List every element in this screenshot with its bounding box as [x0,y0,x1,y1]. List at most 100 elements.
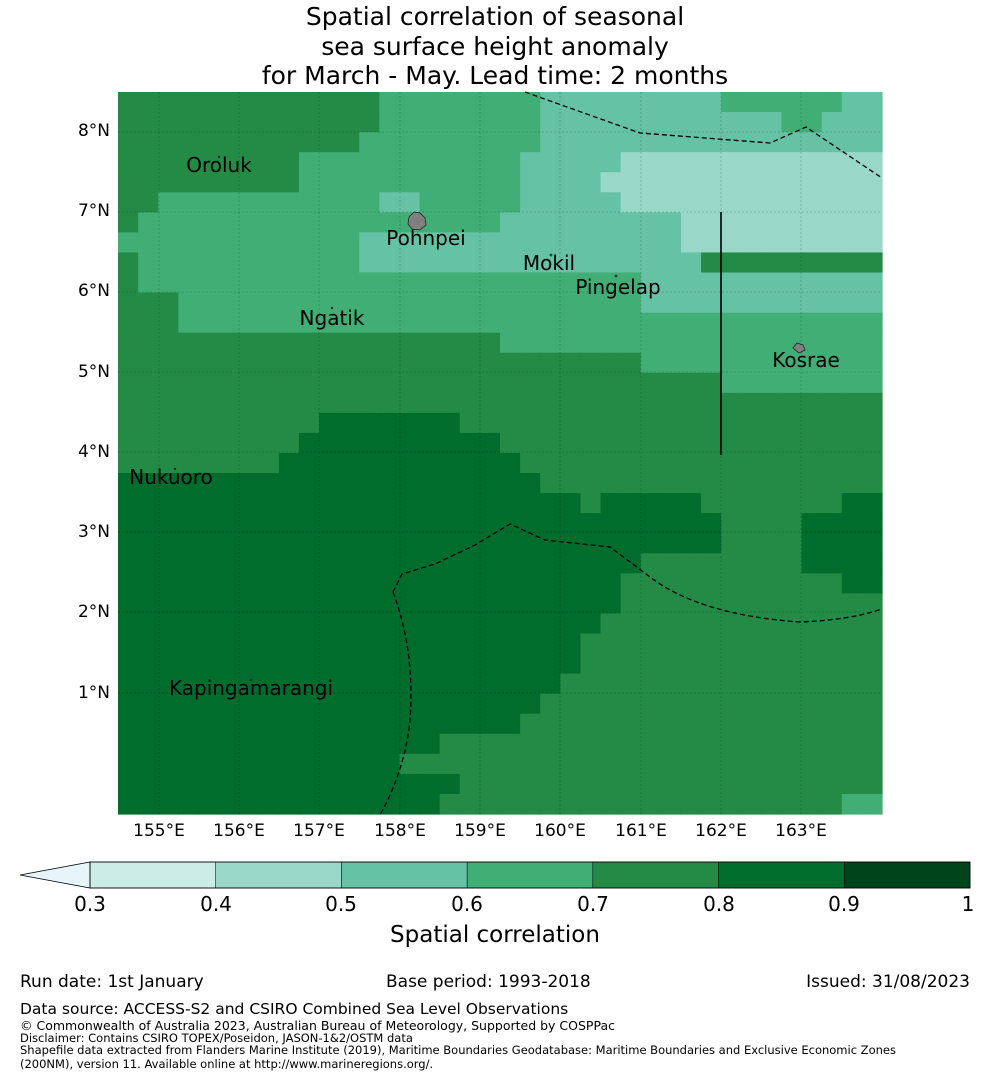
grid-cell [339,633,360,655]
grid-cell [741,513,762,534]
grid-cell [158,513,179,534]
grid-cell [821,633,843,655]
grid-cell [741,693,762,715]
grid-cell [238,132,260,153]
grid-cell [580,513,602,534]
grid-cell [479,493,501,514]
grid-cell [741,372,762,394]
grid-cell [701,312,722,334]
grid-cell [158,112,179,133]
grid-cell [138,573,159,594]
grid-cell [158,352,179,374]
grid-cell [218,673,240,695]
grid-cell [801,292,823,314]
grid-cell [821,453,843,474]
grid-cell [218,372,240,394]
grid-cell [680,553,702,574]
grid-cell [218,292,240,314]
grid-cell [701,292,722,314]
disclaimer: Disclaimer: Contains CSIRO TOPEX/Poseido… [20,1031,413,1045]
grid-cell [660,453,682,474]
grid-cell [540,392,561,414]
grid-cell [560,92,582,113]
grid-cell [701,733,722,755]
grid-cell [258,573,280,594]
grid-cell [178,553,200,574]
grid-cell [781,453,803,474]
grid-cell [158,633,179,655]
grid-cell [520,132,541,153]
grid-cell [379,252,401,274]
grid-cell [660,112,682,133]
grid-cell [238,453,260,474]
grid-cell [701,613,722,635]
grid-cell [741,793,762,815]
grid-cell [861,92,883,113]
colorbar-tick-2: 0.5 [325,892,357,916]
grid-cell [439,212,461,233]
grid-cell [459,573,481,594]
grid-cell [178,112,200,133]
grid-cell [660,152,682,173]
grid-cell [118,332,139,354]
grid-cell [218,773,240,795]
grid-cell [118,92,139,113]
colorbar-label: Spatial correlation [390,922,600,948]
grid-cell [258,412,280,434]
grid-cell [660,412,682,434]
place-label-pingelap: Pingelap [575,275,661,299]
grid-cell [278,513,300,534]
grid-cell [560,453,582,474]
grid-cell [861,372,883,394]
grid-cell [178,753,200,775]
grid-cell [761,132,783,153]
grid-cell [500,192,521,213]
grid-cell [560,132,582,153]
grid-cell [479,653,501,675]
grid-cell [761,753,783,775]
grid-cell [861,573,883,594]
grid-cell [861,513,883,534]
grid-cell [319,533,340,554]
grid-cell [841,493,863,514]
chart-title: Spatial correlation of seasonal sea surf… [0,2,990,91]
grid-cell [721,473,742,494]
grid-cell [278,212,300,233]
grid-cell [520,653,541,675]
grid-cell [379,593,401,615]
grid-cell [580,432,602,454]
grid-cell [680,733,702,755]
grid-cell [620,773,642,795]
grid-cell [600,653,622,675]
grid-cell [118,372,139,394]
grid-cell [459,372,481,394]
grid-cell [198,92,220,113]
grid-cell [520,292,541,314]
grid-cell [580,372,602,394]
grid-cell [319,112,340,133]
grid-cell [238,493,260,514]
grid-cell [540,453,561,474]
grid-cell [660,633,682,655]
grid-cell [761,533,783,554]
grid-cell [298,392,320,414]
grid-cell [640,332,662,354]
grid-cell [680,132,702,153]
grid-cell [580,312,602,334]
grid-cell [459,132,481,153]
run-date: Run date: 1st January [20,972,204,992]
grid-cell [560,372,582,394]
grid-cell [620,613,642,635]
grid-cell [479,553,501,574]
grid-cell [861,172,883,193]
grid-cell [319,773,340,795]
grid-cell [801,673,823,695]
island-kosrae [792,342,806,354]
grid-cell [118,473,139,494]
grid-cell [238,212,260,233]
grid-cell [298,793,320,815]
grid-cell [801,272,823,294]
grid-cell [540,352,561,374]
grid-cell [520,272,541,294]
grid-cell [118,773,139,795]
